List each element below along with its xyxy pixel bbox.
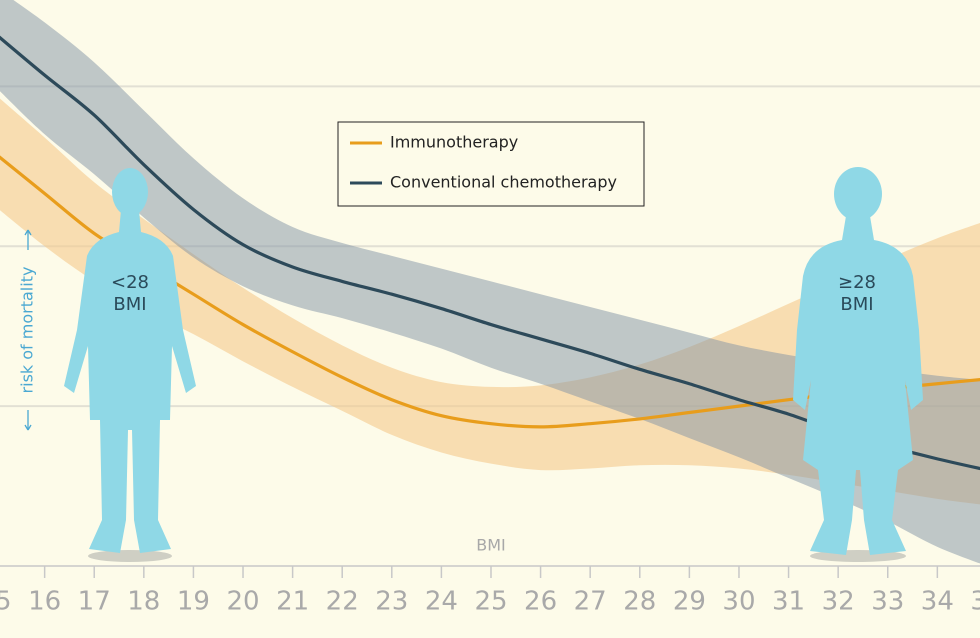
x-tick-label: 19: [177, 587, 210, 617]
x-tick-label: 23: [375, 587, 408, 617]
arrow: [24, 229, 32, 236]
arrow: [24, 424, 32, 431]
x-tick-label: 26: [524, 587, 557, 617]
figure-body: [793, 216, 923, 555]
figure-body: [64, 210, 196, 553]
x-tick-label: 28: [623, 587, 656, 617]
figure-annotation: <28: [111, 272, 149, 293]
shadow: [88, 550, 172, 562]
y-axis-label-group: risk of mortality: [18, 229, 37, 431]
legend-box: [337, 121, 645, 207]
figure-head: [112, 168, 148, 216]
x-tick-label: 25: [474, 587, 507, 617]
figures: [64, 167, 923, 562]
x-tick-label: 34: [921, 587, 954, 617]
figure-annotation: BMI: [113, 294, 146, 315]
x-tick-label: 27: [574, 587, 607, 617]
figure-annotation: ≥28: [838, 272, 876, 293]
x-tick-label: 33: [871, 587, 904, 617]
legend: Immunotherapy Conventional chemotherapy: [337, 121, 645, 207]
figure-head: [834, 167, 882, 221]
x-tick-label: 24: [425, 587, 458, 617]
x-tick-label: 20: [226, 587, 259, 617]
x-tick-label: 29: [673, 587, 706, 617]
x-tick-label: 31: [772, 587, 805, 617]
y-axis-label: risk of mortality: [18, 267, 37, 394]
legend-label: Conventional chemotherapy: [390, 173, 617, 192]
x-tick-label: 17: [78, 587, 111, 617]
x-tick-label: 21: [276, 587, 309, 617]
figure-annotation: BMI: [840, 294, 873, 315]
x-tick-label: 22: [326, 587, 359, 617]
x-tick-label: 15: [0, 587, 12, 617]
legend-label: Immunotherapy: [390, 133, 518, 152]
bands: [0, 0, 980, 564]
x-axis: 15 16 17 18 19 20 21 22 23 24 25 26 27 28 29 30 31 32 33 34…: [0, 565, 980, 617]
x-tick-label: 30: [722, 587, 755, 617]
x-tick-label: 35: [970, 587, 980, 617]
confidence-band: [0, 0, 980, 564]
x-axis-label: BMI: [476, 536, 506, 555]
x-tick-label: 32: [822, 587, 855, 617]
x-tick-label: 16: [28, 587, 61, 617]
x-tick-label: 18: [127, 587, 160, 617]
